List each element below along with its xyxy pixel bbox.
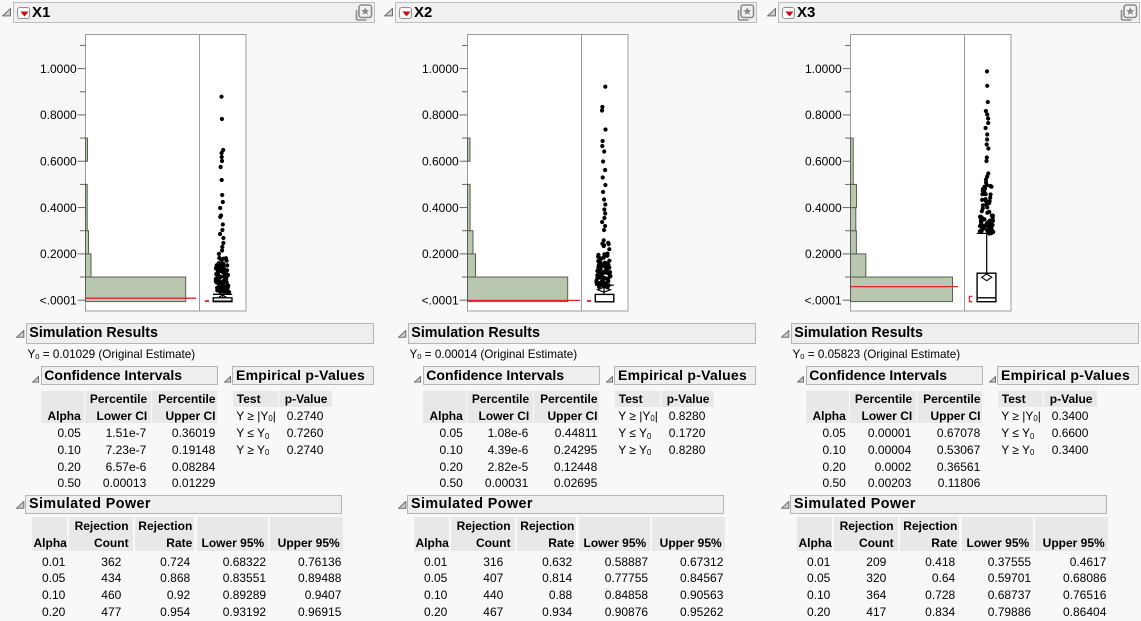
svg-text:0.2000: 0.2000 xyxy=(422,247,459,261)
svg-text:0.8000: 0.8000 xyxy=(422,108,459,122)
svg-text:<.0001: <.0001 xyxy=(805,293,842,307)
svg-text:0.6000: 0.6000 xyxy=(422,154,459,168)
svg-text:0.6000: 0.6000 xyxy=(40,154,77,168)
svg-text:0.4000: 0.4000 xyxy=(422,201,459,215)
svg-text:1.0000: 1.0000 xyxy=(805,62,842,76)
svg-text:1.0000: 1.0000 xyxy=(40,62,77,76)
svg-text:0.2000: 0.2000 xyxy=(805,247,842,261)
svg-text:0.8000: 0.8000 xyxy=(805,108,842,122)
svg-text:0.4000: 0.4000 xyxy=(40,201,77,215)
svg-text:0.8000: 0.8000 xyxy=(40,108,77,122)
svg-text:0.2000: 0.2000 xyxy=(40,247,77,261)
svg-text:<.0001: <.0001 xyxy=(40,293,77,307)
svg-text:1.0000: 1.0000 xyxy=(422,62,459,76)
svg-text:0.6000: 0.6000 xyxy=(805,154,842,168)
svg-text:<.0001: <.0001 xyxy=(422,293,459,307)
svg-text:0.4000: 0.4000 xyxy=(805,201,842,215)
